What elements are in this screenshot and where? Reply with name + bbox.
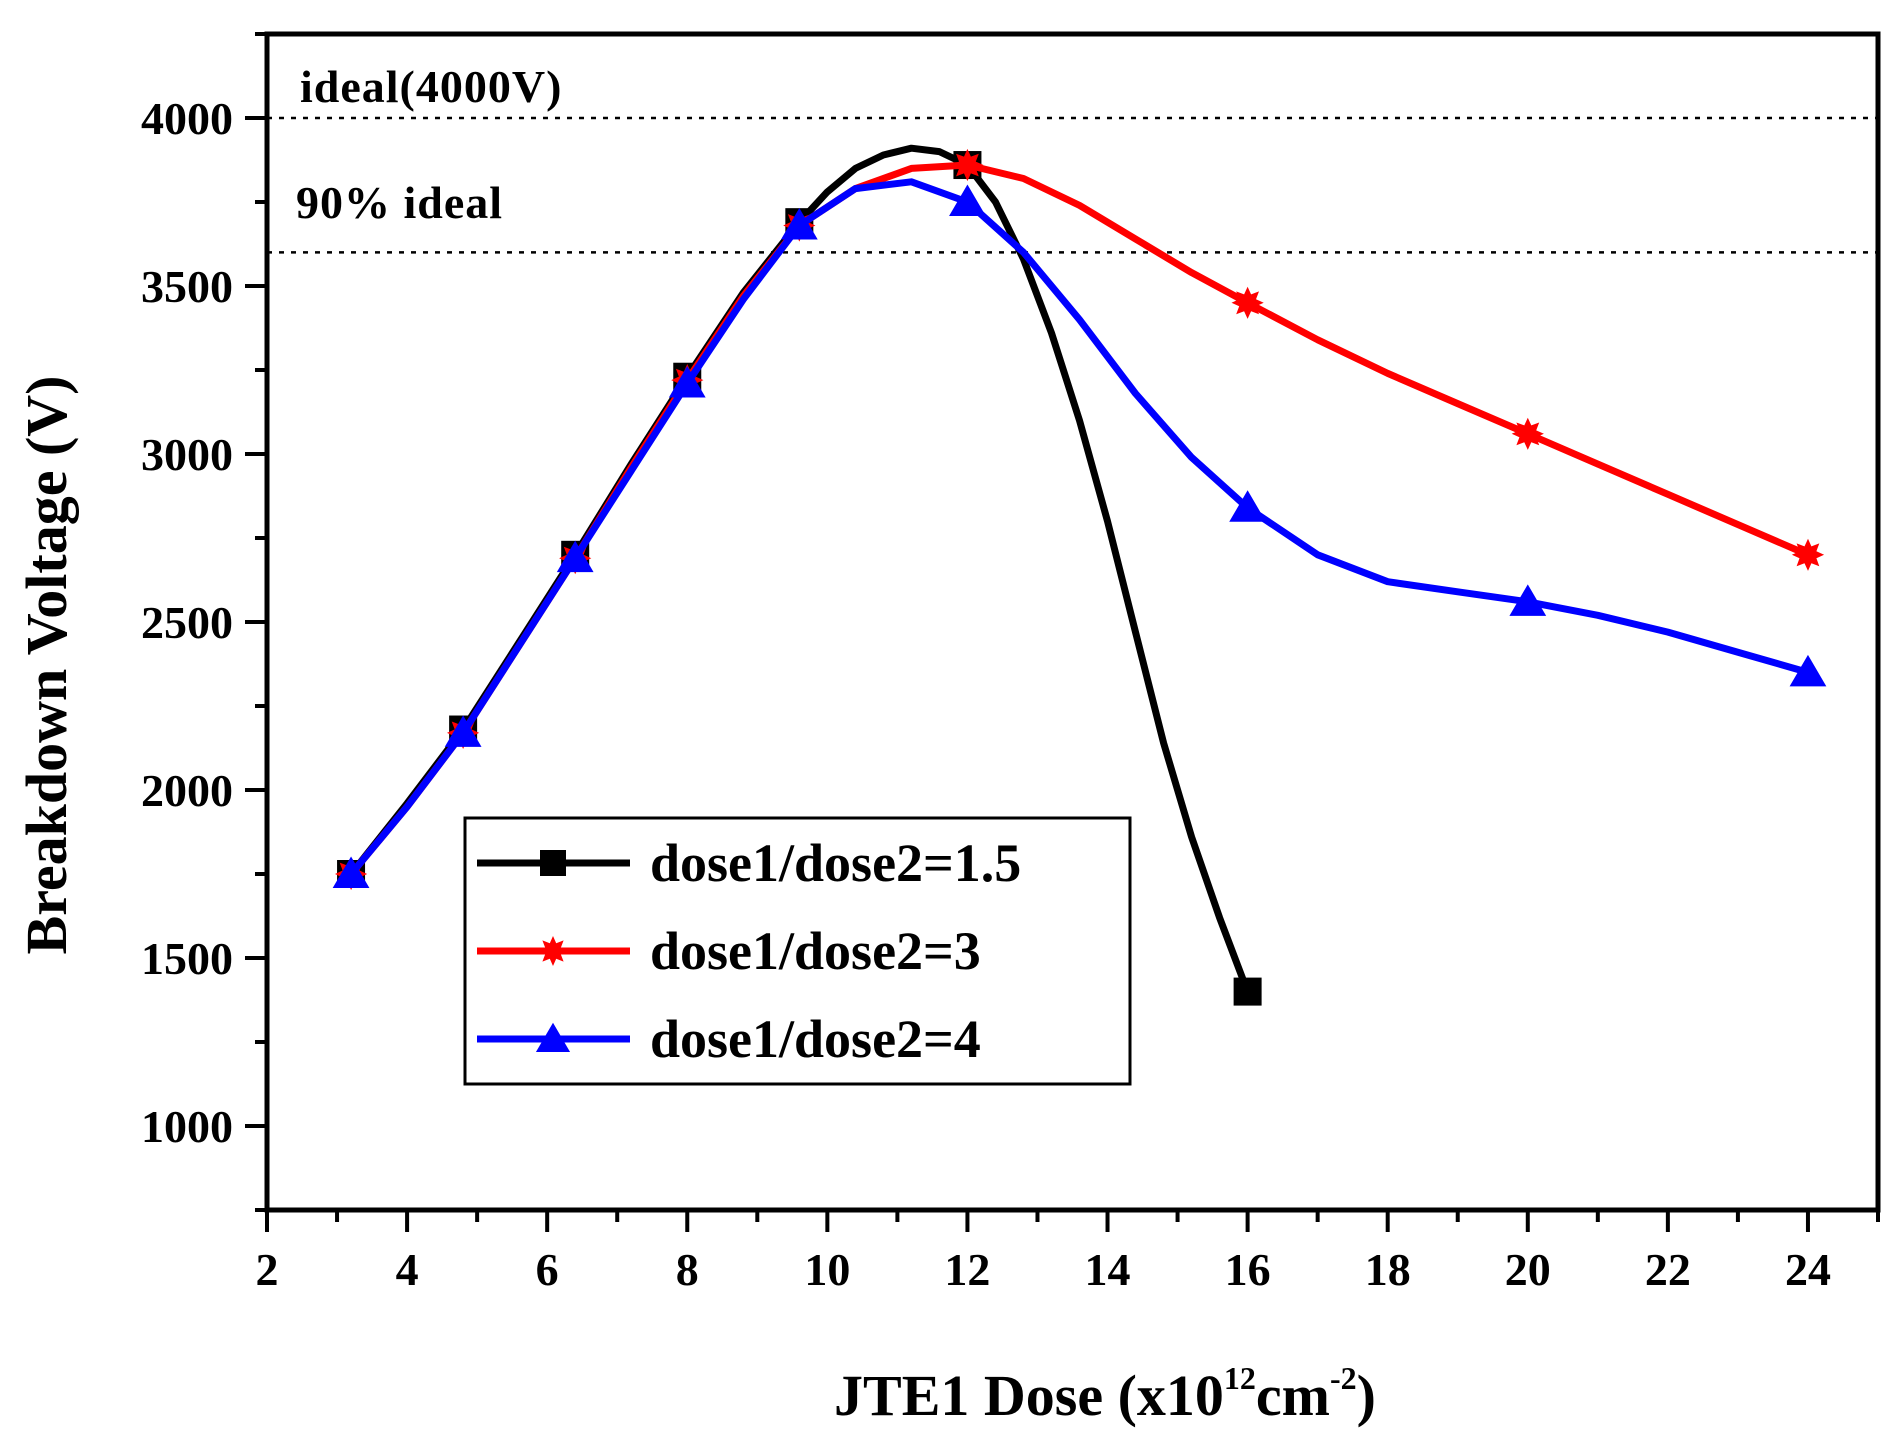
y-tick-label: 1500 — [141, 933, 233, 984]
y-tick-label: 3000 — [141, 429, 233, 480]
x-tick-label: 16 — [1225, 1244, 1271, 1295]
legend-label-1: dose1/dose2=1.5 — [650, 833, 1021, 893]
series-layer — [332, 144, 1827, 1006]
legend-marker-1 — [540, 850, 566, 876]
series-3-point-9 — [1789, 654, 1827, 687]
y-axis-title: Breakdown Voltage (V) — [14, 376, 79, 955]
x-axis-title-main: JTE1 Dose (x10 — [834, 1363, 1224, 1428]
series-3-point-1 — [332, 856, 370, 888]
series-3-point-7 — [1229, 490, 1266, 522]
ideal-line-label: ideal(4000V) — [300, 61, 562, 112]
x-axis-title-end: ) — [1357, 1363, 1376, 1428]
legend: dose1/dose2=1.5 dose1/dose2=3 dose1/dose2=… — [463, 816, 1132, 1086]
series-2-point-9 — [1791, 538, 1825, 571]
series-2-point-8 — [1511, 417, 1544, 450]
axes-layer: 2 4 6 8 10 12 14 16 18 20 22 2410001500200025003000… — [141, 31, 1881, 1295]
x-tick-label: 10 — [804, 1244, 850, 1295]
x-axis-title-mid: cm — [1256, 1363, 1330, 1428]
x-axis-title-sup1: 12 — [1224, 1360, 1256, 1396]
x-tick-label: 4 — [396, 1244, 419, 1295]
x-tick-label: 2 — [256, 1244, 279, 1295]
x-axis-title-sup2: -2 — [1330, 1360, 1357, 1396]
series-3-point-8 — [1509, 584, 1547, 616]
x-tick-label: 12 — [944, 1244, 990, 1295]
y-tick-label: 2000 — [141, 765, 233, 816]
legend-marker-2 — [538, 936, 568, 966]
x-tick-label: 20 — [1505, 1244, 1551, 1295]
y-tick-label: 2500 — [141, 597, 233, 648]
ninety-percent-ideal-label: 90% ideal — [296, 177, 503, 228]
series-3-point-4 — [668, 365, 706, 398]
x-tick-label: 24 — [1785, 1244, 1831, 1295]
legend-entry-1: dose1/dose2=1.5 — [477, 833, 1021, 893]
legend-label-3: dose1/dose2=4 — [650, 1009, 981, 1069]
series-2-point-7 — [1231, 286, 1264, 319]
y-tick-label: 3500 — [141, 261, 233, 312]
x-tick-label: 18 — [1365, 1244, 1411, 1295]
x-tick-label: 8 — [676, 1244, 699, 1295]
series-3-point-3 — [556, 540, 594, 573]
series-2-point-6 — [951, 148, 984, 182]
legend-label-2: dose1/dose2=3 — [650, 921, 981, 981]
series-3-point-6 — [949, 184, 986, 216]
x-tick-label: 14 — [1085, 1244, 1131, 1295]
legend-entry-2: dose1/dose2=3 — [477, 921, 981, 981]
reference-lines — [267, 116, 1878, 254]
series-3-point-2 — [444, 715, 482, 747]
x-axis-title: JTE1 Dose (x1012cm-2) — [834, 1360, 1376, 1428]
x-tick-label: 6 — [536, 1244, 559, 1295]
y-tick-label: 4000 — [141, 93, 233, 144]
series-3-point-5 — [780, 208, 818, 240]
series-1-point-7 — [1233, 977, 1262, 1006]
y-tick-label: 1000 — [141, 1101, 233, 1152]
legend-marker-3 — [535, 1022, 571, 1052]
series-3 — [332, 178, 1827, 888]
x-tick-label: 22 — [1645, 1244, 1691, 1295]
legend-entry-3: dose1/dose2=4 — [477, 1009, 981, 1069]
